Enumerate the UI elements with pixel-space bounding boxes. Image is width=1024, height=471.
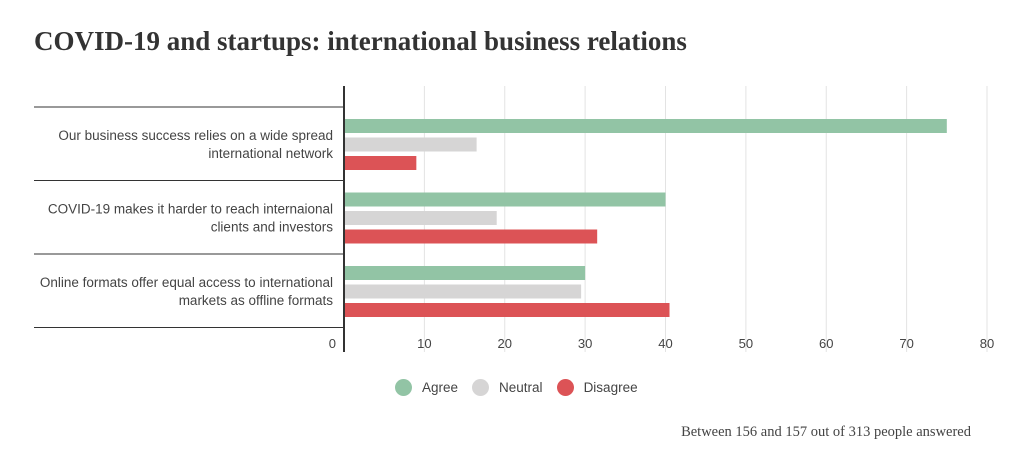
x-tick-label: 70	[899, 336, 913, 351]
legend-label-neutral: Neutral	[499, 380, 543, 395]
category-label: Our business success relies on a wide sp…	[58, 128, 333, 143]
bar-agree	[344, 192, 666, 207]
category-label: COVID-19 makes it harder to reach intern…	[48, 201, 333, 216]
x-tick-label: 20	[498, 336, 512, 351]
category-label: markets as offline formats	[179, 293, 334, 308]
bar-neutral	[344, 284, 582, 299]
category-label: clients and investors	[211, 219, 334, 234]
x-tick-label: 0	[329, 336, 336, 351]
x-tick-label: 40	[658, 336, 672, 351]
x-tick-label: 30	[578, 336, 592, 351]
response-count-note: Between 156 and 157 out of 313 people an…	[681, 424, 971, 440]
legend-item-agree[interactable]: Agree	[395, 379, 458, 396]
bar-disagree	[344, 229, 598, 244]
x-tick-label: 80	[980, 336, 994, 351]
bar-neutral	[344, 137, 477, 152]
x-tick-label: 60	[819, 336, 833, 351]
bar-disagree	[344, 156, 417, 170]
bar-agree	[344, 266, 586, 280]
x-tick-label: 10	[417, 336, 431, 351]
legend-label-agree: Agree	[422, 380, 459, 395]
bar-agree	[344, 119, 947, 133]
legend-item-disagree[interactable]: Disagree	[556, 379, 638, 396]
chart-legend: Agree Neutral Disagree	[395, 379, 652, 396]
category-label: Online formats offer equal access to int…	[40, 275, 333, 290]
chart-title: COVID-19 and startups: international bus…	[34, 26, 687, 56]
legend-swatch-neutral	[472, 379, 490, 396]
legend-swatch-disagree	[556, 379, 574, 396]
bar-neutral	[344, 211, 497, 225]
category-label: international network	[208, 146, 333, 161]
legend-item-neutral[interactable]: Neutral	[472, 379, 543, 396]
legend-label-disagree: Disagree	[583, 380, 638, 395]
bar-disagree	[344, 303, 670, 317]
legend-swatch-agree	[395, 379, 412, 396]
x-tick-label: 50	[739, 336, 753, 351]
